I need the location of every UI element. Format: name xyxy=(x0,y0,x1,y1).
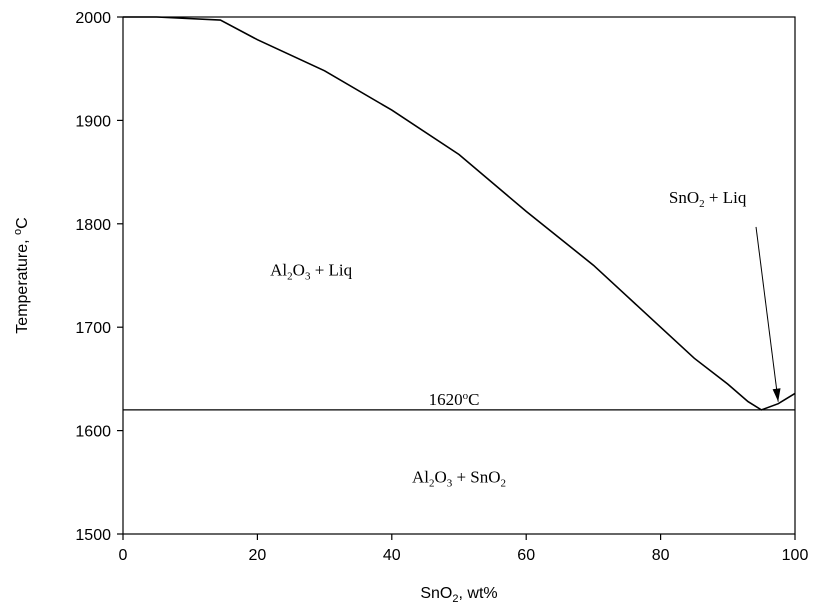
plot-border xyxy=(122,16,796,535)
series-lines xyxy=(123,16,796,411)
y-axis-title-base: Temperature, xyxy=(14,235,31,334)
plot-frame xyxy=(122,16,796,535)
axis-ticks: 0 20 40 60 80 100 1500 1600 1700 1800 1900 2000 xyxy=(75,10,808,564)
y-tick-label: 1500 xyxy=(75,527,111,544)
region-label-al2o3-liq-text: O xyxy=(293,261,305,280)
eutectic-temperature-label-sup: o xyxy=(463,390,469,402)
region-label-al2o3-liq: Al2O3 + Liq xyxy=(270,261,352,283)
region-label-al2o3-sno2-subscript: 3 xyxy=(447,477,453,489)
region-label-al2o3-liq-text: + Liq xyxy=(310,261,352,280)
eutectic-temperature-label-rest: C xyxy=(468,390,479,409)
eutectic-temperature-label-num: 1620 xyxy=(429,390,463,409)
region-label-al2o3-liq-subscript: 2 xyxy=(287,271,293,283)
region-label-al2o3-sno2-text: Al xyxy=(412,467,429,486)
y-axis-title: Temperature, oC xyxy=(12,217,31,333)
y-axis-title-sup: o xyxy=(12,229,24,235)
arrow-line xyxy=(755,226,779,402)
y-tick-label: 1900 xyxy=(75,113,111,130)
y-tick-label: 1800 xyxy=(75,217,111,234)
arrow-head xyxy=(772,388,781,402)
region-label-sno2-liq-subscript: 2 xyxy=(699,198,705,210)
x-axis-title: SnO2, wt% xyxy=(420,585,497,605)
region-label-sno2-liq: SnO2 + Liq xyxy=(669,188,747,210)
region-label-al2o3-sno2: Al2O3 + SnO2 xyxy=(412,467,506,489)
y-axis-title-rest: C xyxy=(14,217,31,229)
x-axis-title-base: SnO xyxy=(420,585,452,602)
liquidus-line xyxy=(123,16,796,411)
x-tick-label: 100 xyxy=(782,547,809,564)
x-tick-label: 0 xyxy=(119,547,128,564)
region-label-al2o3-sno2-subscript: 2 xyxy=(501,477,507,489)
x-tick-label: 20 xyxy=(249,547,267,564)
x-tick-label: 40 xyxy=(383,547,401,564)
eutectic-temperature-label: 1620oC xyxy=(429,390,480,409)
y-tick-label: 1600 xyxy=(75,424,111,441)
region-label-al2o3-sno2-text: + SnO xyxy=(452,467,500,486)
x-tick-label: 80 xyxy=(652,547,670,564)
region-label-al2o3-sno2-text: O xyxy=(434,467,446,486)
x-axis-title-rest: , wt% xyxy=(459,585,498,602)
x-tick-label: 60 xyxy=(517,547,535,564)
x-axis-title-sub: 2 xyxy=(452,593,458,605)
region-label-sno2-liq-text: + Liq xyxy=(705,188,747,207)
region-label-sno2-liq-text: SnO xyxy=(669,188,699,207)
y-tick-label: 2000 xyxy=(75,10,111,27)
region-label-al2o3-liq-text: Al xyxy=(270,261,287,280)
region-label-al2o3-sno2-subscript: 2 xyxy=(429,477,435,489)
y-tick-label: 1700 xyxy=(75,320,111,337)
region-label-al2o3-liq-subscript: 3 xyxy=(305,271,311,283)
